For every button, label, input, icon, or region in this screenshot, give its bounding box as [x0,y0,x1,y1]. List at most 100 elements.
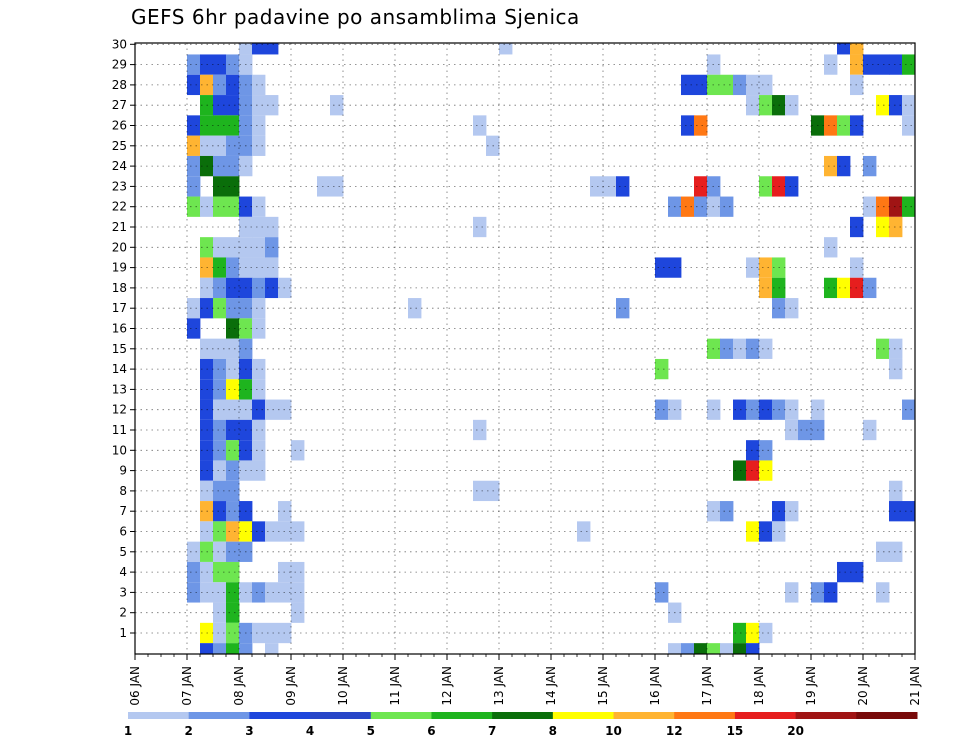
heatmap-cell [746,521,760,542]
heatmap-cell [252,622,292,644]
heatmap-cell [863,419,877,441]
x-tick-label: 06 JAN [128,666,142,706]
heatmap-cell [733,338,747,359]
heatmap-cell [759,277,773,299]
y-tick-label: 12 [112,403,127,417]
legend-label: 7 [488,724,496,738]
heatmap-cell [824,237,838,258]
heatmap-cell [876,582,890,603]
heatmap-cell [239,216,279,238]
heatmap-cell [837,115,851,136]
heatmap-cell [707,74,734,96]
heatmap-cell [889,501,916,522]
heatmap-cell [187,155,201,177]
heatmap-cell [187,54,201,75]
y-tick-label: 13 [112,382,127,396]
heatmap-cell [889,54,903,75]
heatmap-cell [265,277,279,299]
heatmap-cell [252,277,266,299]
heatmap-cell [785,176,799,197]
y-tick-label: 6 [119,525,127,539]
heatmap-cell [746,338,760,359]
heatmap-cell [733,74,747,96]
legend-swatch [188,712,250,719]
chart-title: GEFS 6hr padavine po ansamblima Sjenica [131,5,580,29]
legend-label: 3 [245,724,253,738]
heatmap-cell [252,521,266,542]
y-tick-label: 30 [112,37,127,51]
heatmap-cell [655,358,669,380]
y-tick-label: 8 [119,484,127,498]
y-tick-label: 17 [112,301,127,315]
heatmap-cell [616,298,630,319]
y-tick-label: 18 [112,281,127,295]
heatmap-cell [655,257,682,278]
heatmap-cell [252,399,266,420]
heatmap-cell [902,95,916,116]
heatmap-cell [655,399,669,420]
heatmap-cell [408,298,422,319]
heatmap-cell [187,74,201,96]
color-legend: 1 2 3 4 5 6 7 8 10 12 15 20 [124,712,918,738]
y-tick-label: 23 [112,179,127,193]
y-tick-label: 25 [112,139,127,153]
x-tick-label: 10 JAN [336,666,350,706]
heatmap-cell [889,95,903,116]
x-tick-label: 19 JAN [804,666,818,706]
heatmap-cell [759,622,773,644]
x-tick-label: 16 JAN [648,666,662,706]
heatmap-cell [252,135,266,156]
heatmap-cell [681,74,708,96]
y-tick-label: 10 [112,443,127,457]
y-tick-label: 5 [119,545,127,559]
heatmap-cell [213,501,227,522]
heatmap-cell [863,155,877,177]
legend-swatch [492,712,554,719]
heatmap-cell [824,277,838,299]
legend-label: 1 [124,724,132,738]
heatmap-cell [213,419,227,441]
heatmap-cell [785,95,799,116]
heatmap-cell [213,440,227,461]
heatmap-cell [746,643,760,654]
x-tick-label: 21 JAN [908,666,922,706]
heatmap-cell [200,338,240,359]
heatmap-cell [889,338,903,359]
grid-lines [135,43,915,654]
heatmap-cell [226,135,240,156]
heatmap-cell [759,399,773,420]
heatmap-cell [226,277,253,299]
y-axis: 1234567891011121314151617181920212223242… [112,37,135,640]
x-axis: 06 JAN 07 JAN 08 JAN 09 JAN 10 JAN 11 JAN 12 J… [128,654,922,706]
heatmap-cell [902,196,916,217]
heatmap-cell [213,643,227,654]
y-tick-label: 14 [112,362,127,376]
legend-swatch [249,712,311,719]
x-tick-label: 11 JAN [388,666,402,706]
heatmap-cell [837,277,851,299]
heatmap-cell [577,521,591,542]
legend-label: 12 [666,724,683,738]
heatmap-cell [226,622,240,644]
heatmap-cell [746,74,773,96]
heatmap-cell [785,399,799,420]
heatmap-cell [681,115,695,136]
heatmap-cell [785,298,799,319]
heatmap-cell [252,196,266,217]
y-tick-label: 22 [112,200,127,214]
heatmap-cell [876,216,890,238]
y-tick-label: 1 [119,626,127,640]
heatmap-cell [226,74,240,96]
x-tick-label: 18 JAN [752,666,766,706]
heatmap-cell [213,561,240,583]
heatmap-cell [837,155,851,177]
heatmap-cell [213,541,227,562]
heatmap-cell [681,643,695,654]
heatmap-cell [239,643,253,654]
heatmap-cell [694,115,708,136]
heatmap-cell [746,95,760,116]
heatmap-cell [252,440,266,461]
heatmap-cell [876,95,890,116]
y-tick-label: 28 [112,78,127,92]
y-tick-label: 2 [119,606,127,620]
